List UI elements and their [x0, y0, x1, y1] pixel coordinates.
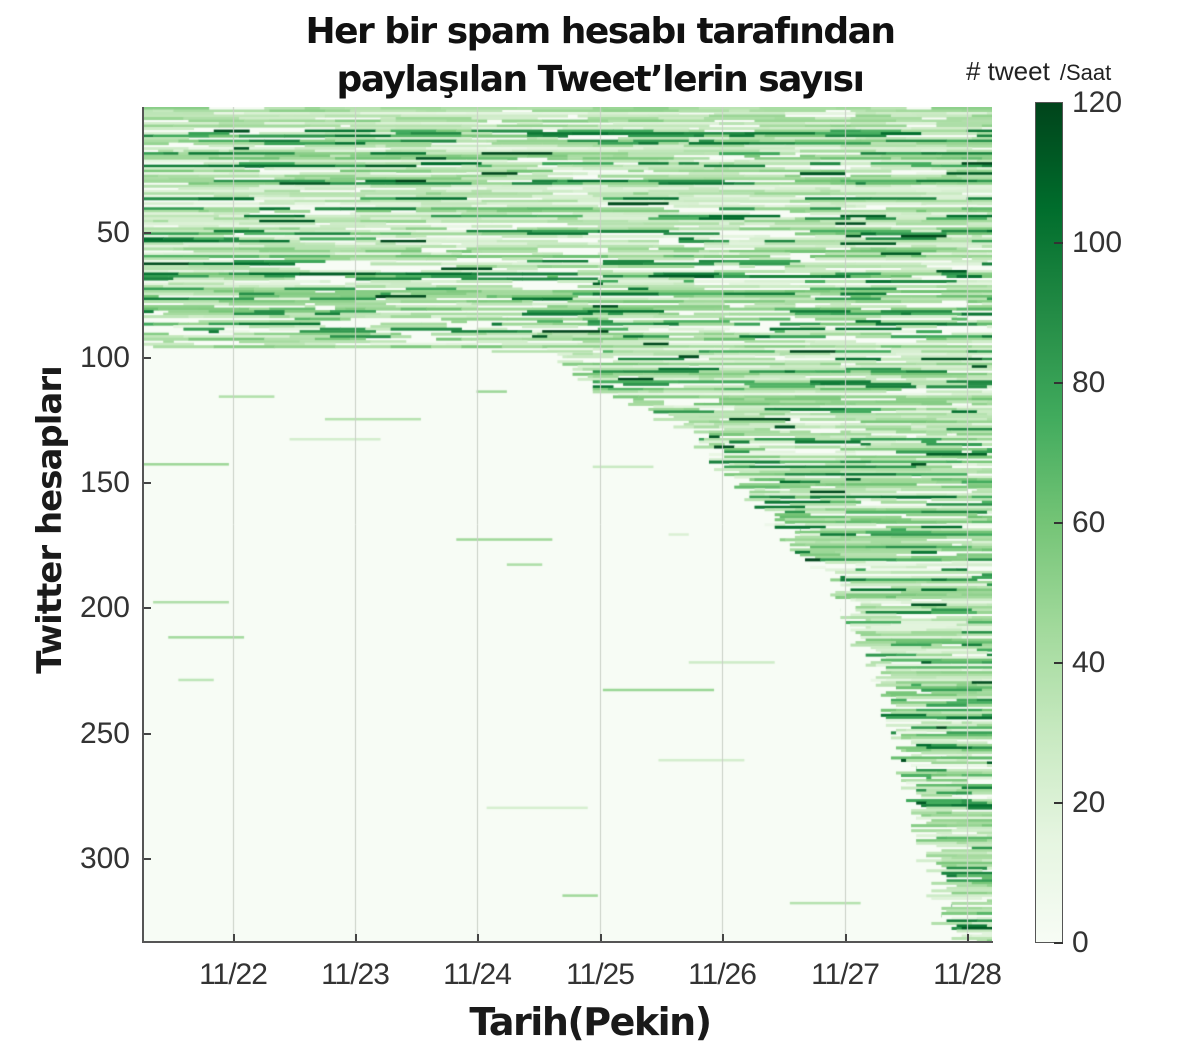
colorbar-unit: /Saat [1059, 60, 1112, 85]
x-tick-label: 11/23 [321, 958, 390, 991]
y-tick-mark [144, 357, 151, 359]
heatmap-plot-area [143, 107, 992, 942]
colorbar-tick-mark [1054, 382, 1063, 384]
x-tick-label: 11/25 [566, 958, 635, 991]
chart-title-line-2: paylaşılan Tweet’lerin sayısı [336, 59, 865, 100]
x-tick-label: 11/24 [443, 958, 512, 991]
y-axis-line [142, 107, 144, 943]
x-tick-mark [477, 934, 479, 941]
x-tick-mark [967, 934, 969, 941]
x-tick-label: 11/28 [933, 958, 1002, 991]
y-tick-label: 150 [79, 466, 130, 499]
colorbar-tick-mark [1054, 242, 1063, 244]
colorbar-label: 80 [1072, 366, 1106, 399]
x-tick-mark [355, 934, 357, 941]
colorbar-label: 120 [1072, 86, 1123, 119]
colorbar-label: 40 [1072, 646, 1106, 679]
x-tick-label: 11/22 [199, 958, 268, 991]
y-tick-mark [144, 482, 151, 484]
colorbar-tick-mark [1054, 522, 1063, 524]
y-tick-mark [144, 607, 151, 609]
colorbar-title: # tweet/Saat [966, 56, 1111, 87]
y-tick-label: 200 [79, 591, 130, 624]
colorbar-tick-mark [1054, 802, 1063, 804]
chart-title: Her bir spam hesabı tarafından paylaşıla… [200, 8, 1000, 104]
y-tick-mark [144, 733, 151, 735]
y-tick-label: 250 [79, 717, 130, 750]
x-tick-mark [600, 934, 602, 941]
x-tick-mark [845, 934, 847, 941]
colorbar-label: 0 [1072, 926, 1089, 959]
x-tick-mark [233, 934, 235, 941]
y-tick-label: 300 [79, 842, 130, 875]
x-axis-line [142, 941, 993, 943]
x-tick-label: 11/26 [688, 958, 757, 991]
y-tick-label: 50 [96, 216, 130, 249]
x-tick-label: 11/27 [811, 958, 880, 991]
colorbar-tick-mark [1054, 662, 1063, 664]
y-tick-label: 100 [79, 341, 130, 374]
y-tick-mark [144, 858, 151, 860]
colorbar-tick-mark [1054, 942, 1063, 944]
colorbar-label: 60 [1072, 506, 1106, 539]
colorbar-label: 20 [1072, 786, 1106, 819]
y-tick-mark [144, 232, 151, 234]
chart-title-line-1: Her bir spam hesabı tarafından [305, 11, 896, 52]
y-axis-title: Twitter hesapları [30, 366, 70, 674]
x-tick-mark [722, 934, 724, 941]
colorbar-title-text: # tweet [966, 56, 1050, 86]
colorbar-label: 100 [1072, 226, 1123, 259]
x-axis-title: Tarih(Pekin) [469, 1000, 712, 1044]
heatmap-canvas [143, 107, 992, 942]
